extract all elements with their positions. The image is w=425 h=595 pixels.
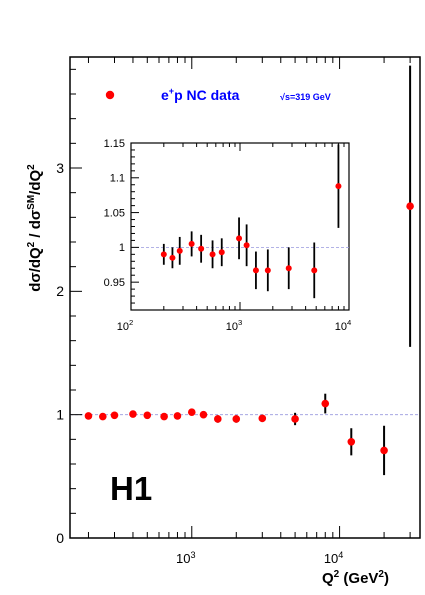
inset-data-point xyxy=(335,183,342,190)
main-plot-frame xyxy=(69,56,421,539)
inset-data-point xyxy=(169,254,176,261)
main-data-point xyxy=(173,412,182,420)
main-data-point xyxy=(232,415,241,423)
main-data-points xyxy=(84,65,414,476)
inset-data-point xyxy=(176,247,183,254)
main-data-point xyxy=(199,410,208,419)
main-y-tick-label: 1 xyxy=(56,407,64,423)
x-axis-label: Q2 (GeV2) xyxy=(322,569,389,587)
main-data-point xyxy=(347,438,356,446)
inset-axis-ticks: 102 103 104 0.95 1 1.05 1.1 1.15 xyxy=(104,138,352,333)
legend-marker xyxy=(105,90,115,100)
main-x-tick-label: 103 xyxy=(176,550,196,566)
inset-data-point xyxy=(285,265,292,272)
inset-plot-frame xyxy=(130,142,350,311)
main-y-tick-label: 3 xyxy=(56,160,64,176)
main-y-tick-label: 2 xyxy=(56,283,64,299)
inset-data-point xyxy=(311,267,318,274)
main-data-point xyxy=(98,412,107,421)
main-y-tick-label: 0 xyxy=(56,530,64,546)
inset-data-point xyxy=(264,267,271,274)
main-axis-ticks: 103 104 0 1 2 3 xyxy=(56,57,411,566)
inset-data-point xyxy=(252,267,259,274)
experiment-label: H1 xyxy=(110,470,152,507)
inset-data-points xyxy=(160,144,342,299)
inset-x-tick-label: 104 xyxy=(335,318,352,333)
main-data-point xyxy=(291,415,299,423)
main-data-point xyxy=(380,446,388,455)
inset-y-tick-label: 1 xyxy=(119,242,125,254)
inset-data-point xyxy=(188,240,195,247)
main-data-point xyxy=(129,410,137,418)
main-data-point xyxy=(110,411,119,420)
inset-y-tick-label: 1.05 xyxy=(104,207,125,219)
main-data-point xyxy=(258,414,267,423)
main-data-point xyxy=(406,202,414,211)
main-data-point xyxy=(160,412,168,421)
legend-label: e+p NC data xyxy=(161,86,240,103)
inset-y-tick-label: 1.15 xyxy=(104,138,125,150)
inset-y-tick-label: 1.1 xyxy=(110,173,125,185)
legend-energy: √s=319 GeV xyxy=(280,92,331,102)
inset-data-point xyxy=(218,249,225,256)
inset-data-point xyxy=(236,235,243,242)
inset-data-point xyxy=(209,251,216,258)
inset-x-tick-label: 102 xyxy=(117,318,134,333)
main-data-point xyxy=(187,408,196,417)
y-axis-label: dσ/dQ2 / dσSM/dQ2 xyxy=(26,164,44,292)
inset-y-tick-label: 0.95 xyxy=(104,277,125,289)
inset-data-point xyxy=(243,242,250,249)
main-x-tick-label: 104 xyxy=(324,550,344,566)
main-data-point xyxy=(321,399,330,408)
inset-data-point xyxy=(160,251,167,258)
inset-x-tick-label: 103 xyxy=(226,318,243,333)
main-data-point xyxy=(214,415,222,423)
inset-data-point xyxy=(198,245,205,252)
main-data-point xyxy=(143,411,152,420)
main-data-point xyxy=(84,412,93,420)
